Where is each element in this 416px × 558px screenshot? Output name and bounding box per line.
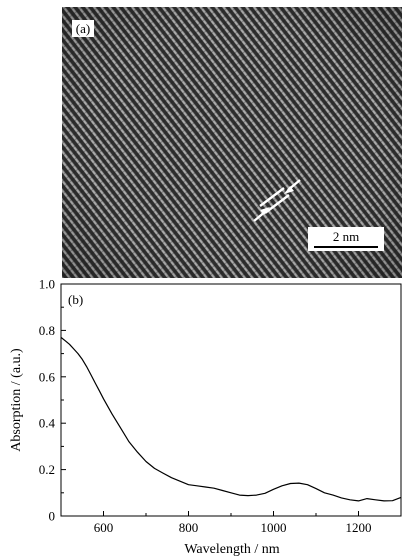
x-tick-label: 1200 xyxy=(346,520,372,535)
y-tick-label: 1.0 xyxy=(39,279,55,292)
y-axis-label: Absorption / (a.u.) xyxy=(9,348,24,452)
lattice-spacing-marker xyxy=(253,179,301,222)
scale-bar: 2 nm xyxy=(308,227,384,251)
hrtem-image-panel: (a) 2 nm xyxy=(62,7,402,278)
panel-a-label: (a) xyxy=(76,21,90,36)
y-tick-label: 0.4 xyxy=(39,416,56,431)
series-layer xyxy=(60,336,402,502)
absorption-chart-panel: (b) Wavelength / nm Absorption / (a.u.) … xyxy=(0,279,416,558)
hrtem-image: (a) 2 nm xyxy=(62,7,402,278)
x-axis-label: Wavelength / nm xyxy=(184,542,279,557)
y-tick-label: 0.2 xyxy=(39,462,55,477)
y-tick-label: 0.8 xyxy=(39,323,55,338)
x-tick-label: 600 xyxy=(94,520,114,535)
panel-b-label: (b) xyxy=(68,292,83,307)
plot-frame xyxy=(60,283,402,517)
arrow-icon xyxy=(253,207,270,222)
scale-bar-label: 2 nm xyxy=(333,229,359,244)
y-tick-label: 0 xyxy=(49,509,56,524)
y-tick-label: 0.6 xyxy=(39,369,56,384)
x-tick-label: 1000 xyxy=(261,520,287,535)
arrow-icon xyxy=(284,179,301,194)
absorption-series-line xyxy=(60,336,402,502)
axis-ticks: 0 0.2 0.4 0.6 0.8 1.0 600 800 1000 1200 xyxy=(39,279,402,535)
panel-a-label-box xyxy=(72,20,94,37)
x-tick-label: 800 xyxy=(179,520,199,535)
absorption-chart: (b) Wavelength / nm Absorption / (a.u.) … xyxy=(9,279,402,557)
